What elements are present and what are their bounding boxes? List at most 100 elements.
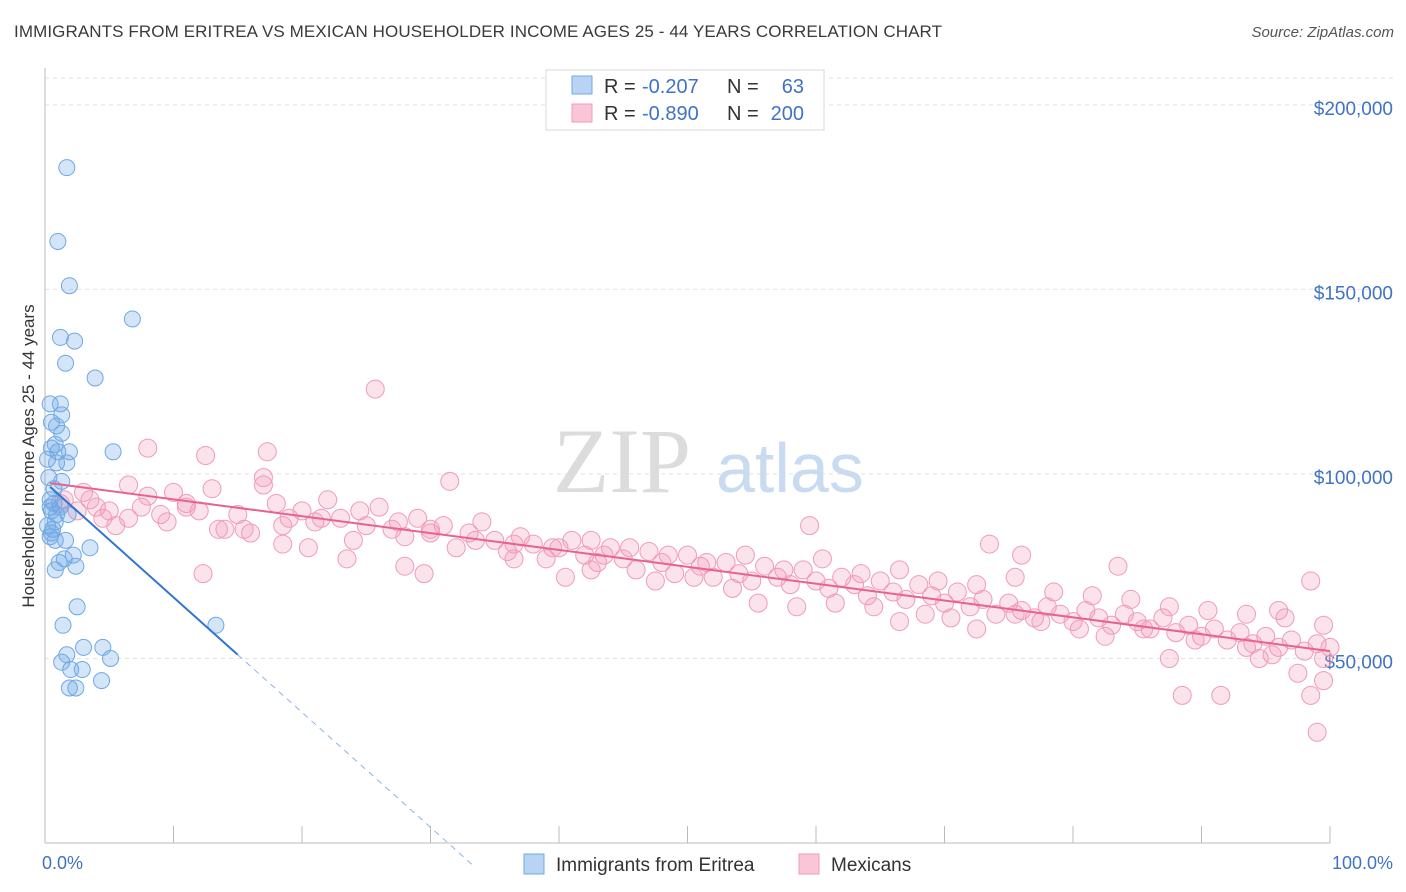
mexicans-point (1204, 619, 1224, 639)
mexicans-point (298, 538, 318, 558)
mexicans-point (1082, 586, 1102, 606)
mexicans-point (523, 534, 543, 554)
eritrea-point (57, 354, 75, 372)
mexicans-point (697, 553, 717, 573)
eritrea-point (75, 638, 93, 656)
mexicans-point (812, 549, 832, 569)
mexicans-point (99, 501, 119, 521)
mexicans-point (151, 505, 171, 525)
mexicans-point (915, 604, 935, 624)
mexicans-point (1262, 645, 1282, 665)
mexicans-point (1044, 582, 1064, 602)
mexicans-point (825, 593, 845, 613)
eritrea-point (81, 539, 99, 557)
mexicans-point (1269, 601, 1289, 620)
eritrea-point (102, 649, 120, 667)
mexicans-point (1012, 545, 1032, 565)
eritrea-trend-extension (237, 654, 476, 868)
eritrea-point (51, 328, 69, 346)
mexicans-point (1108, 556, 1128, 576)
eritrea-point (58, 454, 76, 472)
bottom-legend: Immigrants from Eritrea Mexicans (523, 853, 911, 876)
mexicans-point (1288, 663, 1308, 683)
mexicans-point (1069, 619, 1089, 639)
mexicans-point (331, 508, 351, 528)
eritrea-point (39, 450, 57, 468)
legend-n-value-1: 63 (782, 76, 804, 98)
y-tick-label: $200,000 (1314, 99, 1393, 120)
legend-r-value-2: -0.890 (642, 103, 699, 125)
mexicans-point (1314, 671, 1334, 691)
eritrea-point (46, 531, 64, 549)
x-tick-labels: 0.0% 100.0% (42, 853, 1393, 873)
mexicans-trend-line (50, 482, 1331, 653)
mexicans-point (176, 497, 196, 517)
mexicans-point (131, 497, 151, 517)
mexicans-point (157, 512, 177, 532)
bottom-legend-swatch-mexicans (798, 853, 820, 875)
mexicans-point (1301, 571, 1321, 591)
mexicans-point (967, 619, 987, 639)
mexicans-point (440, 471, 460, 491)
eritrea-point (53, 653, 71, 671)
bottom-legend-eritrea: Immigrants from Eritrea (556, 855, 755, 876)
eritrea-point (49, 232, 67, 250)
mexicans-point (119, 508, 139, 528)
eritrea-point (53, 424, 71, 442)
legend-n-label-1: N = (727, 76, 759, 98)
mexicans-point (80, 490, 100, 510)
mexicans-point (266, 493, 286, 513)
mexicans-point (241, 523, 261, 543)
mexicans-point (941, 608, 961, 628)
legend-n-value-2: 200 (771, 103, 804, 125)
mexicans-point (1005, 604, 1025, 624)
bottom-legend-mexicans: Mexicans (831, 855, 911, 876)
mexicans-point (1320, 637, 1340, 657)
mexicans-point (208, 519, 228, 539)
mexicans-point (588, 553, 608, 573)
mexicans-point (388, 512, 408, 532)
eritrea-point (66, 332, 84, 350)
eritrea-point (67, 679, 85, 697)
mexicans-point (626, 560, 646, 580)
mexicans-point (1159, 597, 1179, 617)
eritrea-point (67, 557, 85, 575)
eritrea-point (40, 469, 58, 487)
mexicans-point (273, 516, 293, 536)
mexicans-point (774, 560, 794, 580)
mexicans-point (408, 508, 428, 528)
mexicans-point (1249, 648, 1269, 668)
mexicans-point (1134, 619, 1154, 639)
mexicans-point (472, 512, 492, 532)
y-tick-labels: $50,000 $100,000 $150,000 $200,000 (1314, 99, 1393, 674)
mexicans-point (909, 575, 929, 595)
trend-lines (49, 482, 1331, 868)
mexicans-point (620, 538, 640, 558)
mexicans-point (446, 538, 466, 558)
mexicans-point (896, 589, 916, 609)
legend-swatch-eritrea (571, 75, 593, 95)
mexicans-point (369, 497, 389, 517)
legend-swatch-mexicans (571, 103, 593, 123)
mexicans-point (645, 571, 665, 591)
mexicans-point (665, 564, 685, 584)
mexicans-point (986, 604, 1006, 624)
legend-r-label-2: R = (604, 103, 636, 125)
mexicans-point (864, 597, 884, 617)
mexicans-point (193, 564, 213, 584)
eritrea-point (73, 661, 91, 679)
eritrea-point (104, 443, 122, 461)
mexicans-point (1172, 685, 1192, 705)
mexicans-point (86, 497, 106, 517)
mexicans-point (318, 490, 338, 510)
eritrea-point (123, 310, 141, 328)
mexicans-point (196, 446, 216, 465)
y-tick-label: $100,000 (1314, 468, 1393, 489)
mexicans-point (1005, 567, 1025, 587)
mexicans-point (1153, 608, 1173, 628)
eritrea-point (58, 159, 76, 177)
mexicans-points (50, 379, 1340, 742)
mexicans-point (851, 564, 871, 584)
eritrea-point (93, 672, 111, 690)
eritrea-point (60, 277, 78, 295)
